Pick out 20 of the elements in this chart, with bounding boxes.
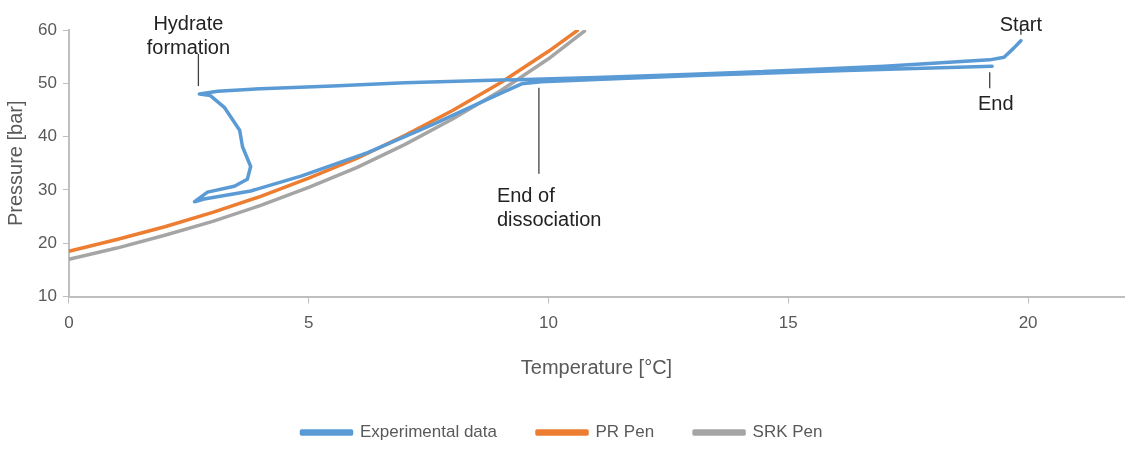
y-axis-title: Pressure [bar]: [3, 100, 26, 227]
y-tick-label: 40: [37, 126, 57, 146]
y-tick-label: 10: [37, 286, 57, 306]
x-tick-label: 20: [1018, 313, 1038, 333]
y-tick-label: 20: [37, 232, 57, 252]
legend-label: Experimental data: [359, 422, 498, 442]
annotation: End: [977, 92, 1014, 115]
x-tick-label: 15: [778, 313, 798, 333]
annotation: Hydrate formation: [146, 11, 231, 58]
x-tick-label: 10: [539, 313, 558, 333]
y-tick-label: 50: [37, 73, 57, 93]
x-tick-label: 0: [64, 313, 74, 333]
annotation: Start: [999, 12, 1043, 35]
y-tick-label: 30: [37, 179, 57, 199]
legend-label: SRK Pen: [752, 422, 823, 442]
annotation: End of dissociation: [496, 183, 602, 230]
y-tick-label: 60: [37, 19, 57, 39]
legend-label: PR Pen: [595, 422, 655, 442]
x-tick-label: 5: [303, 313, 314, 333]
x-axis-title: Temperature [°C]: [520, 355, 673, 378]
